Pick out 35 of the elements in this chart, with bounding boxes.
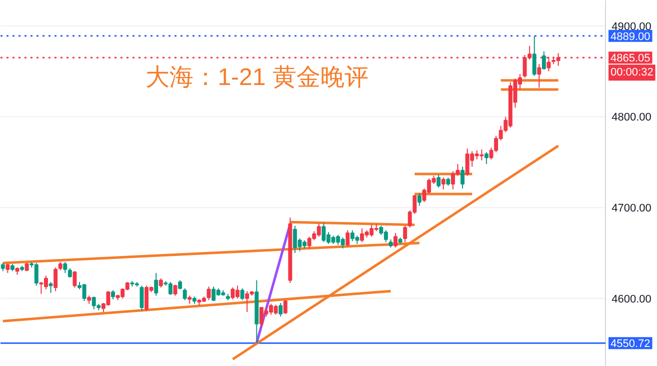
y-tick-label: 4700.00 (612, 202, 652, 215)
candlestick (283, 300, 288, 314)
candlestick (346, 230, 350, 248)
y-tick-label: 4600.00 (612, 293, 652, 306)
candlestick (54, 267, 58, 292)
ref-line-label: 4889.00 (610, 30, 650, 43)
candlestick (417, 192, 422, 206)
text: 00:00:32 (610, 66, 654, 79)
candlestick (154, 272, 158, 296)
candlestick (537, 64, 542, 88)
candlestick (278, 302, 283, 318)
candlestick (6, 263, 10, 274)
candlestick (68, 268, 72, 278)
candlestick (206, 286, 211, 301)
candlestick (484, 152, 488, 164)
candlestick (178, 280, 182, 290)
candlestick (436, 174, 441, 188)
candlestick (394, 232, 398, 248)
candlestick (532, 35, 536, 76)
ref-line-label: 4865.05 (610, 52, 650, 65)
y-tick-label: 4800.00 (612, 112, 652, 124)
y-tick-label: 4900.00 (612, 20, 652, 33)
candlestick (460, 166, 465, 189)
candlestick (542, 50, 546, 70)
ref-line-label: 4550.72 (610, 338, 650, 350)
candlestick (441, 177, 446, 190)
candlestick (182, 288, 187, 301)
candlestick (403, 225, 408, 243)
candlestick (240, 288, 244, 301)
candlestick (48, 282, 53, 294)
candlestick (72, 270, 77, 288)
text: 大海：1-21 黄金晚评 (146, 64, 368, 91)
candlestick (158, 278, 163, 288)
candlestick (63, 262, 68, 274)
candlestick (111, 290, 115, 300)
